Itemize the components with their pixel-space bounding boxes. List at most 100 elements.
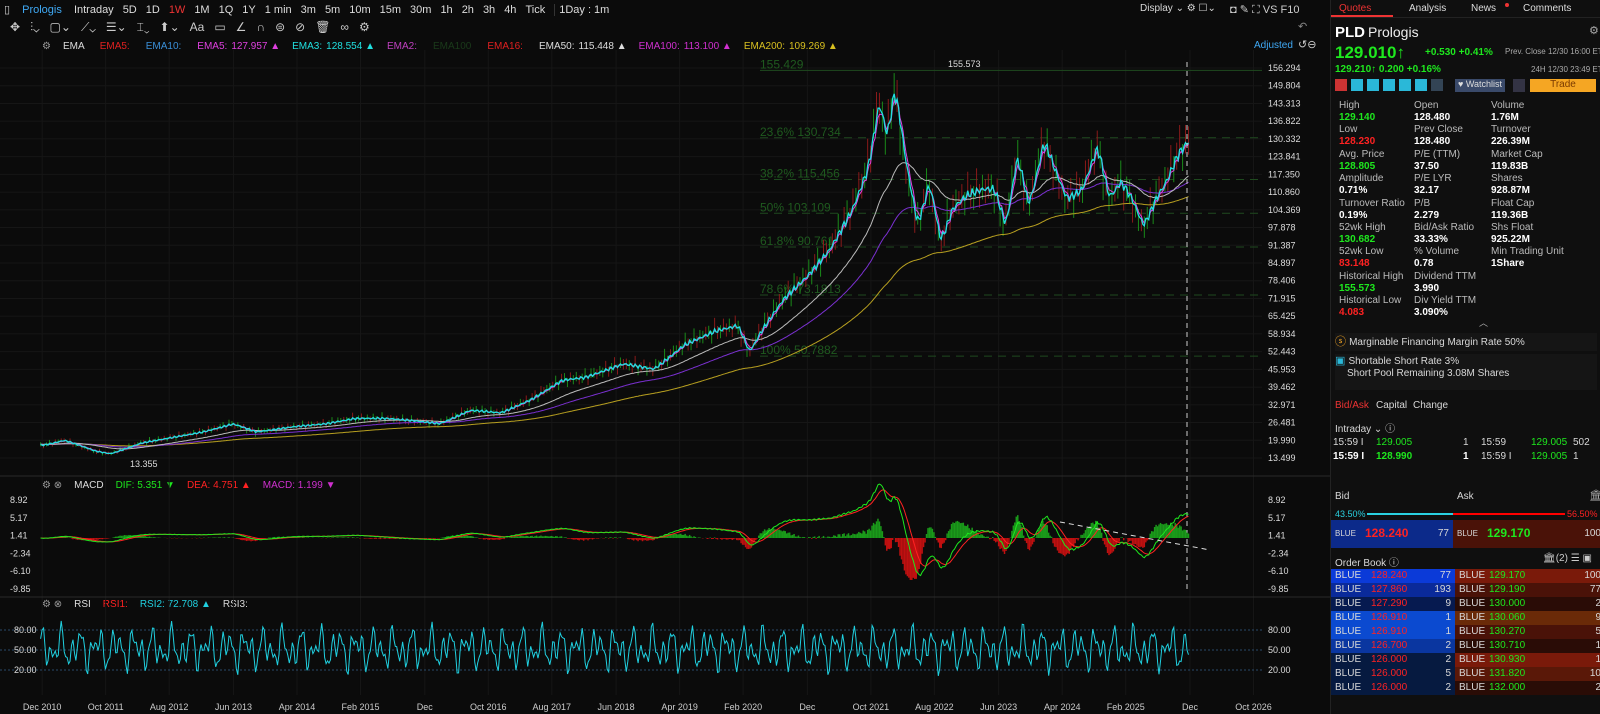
period-5m[interactable]: 5m: [324, 4, 341, 16]
path-tool-icon[interactable]: ⟋⌄: [80, 20, 96, 34]
fullscreen-icon[interactable]: ⛶: [1252, 4, 1260, 16]
best-bid-price: 128.240: [1365, 526, 1409, 540]
intraday-dropdown[interactable]: Intraday ⌄ ⓘ: [1335, 424, 1396, 435]
bid-ask-bar: [1367, 513, 1565, 515]
gear-icon[interactable]: ⚙: [42, 41, 51, 52]
lock-icon[interactable]: ⊜: [275, 20, 286, 34]
tab-comments[interactable]: Comments: [1523, 3, 1572, 14]
zoom-buttons[interactable]: ↺⊖: [1298, 39, 1317, 51]
period-intraday[interactable]: Intraday: [73, 4, 114, 16]
period-2h[interactable]: 2h: [461, 4, 474, 16]
tab-change[interactable]: Change: [1413, 400, 1449, 411]
period-1q[interactable]: 1Q: [218, 4, 234, 16]
symbol-title[interactable]: Prologis: [22, 4, 62, 16]
chat-icon[interactable]: [1383, 79, 1395, 91]
note-icon[interactable]: ▭: [214, 20, 226, 34]
margin-info[interactable]: ⓢ Marginable Financing Margin Rate 50%: [1335, 333, 1597, 351]
line-tool-icon[interactable]: ⫶⌄: [30, 20, 40, 34]
best-bid[interactable]: BLUE 128.240 77: [1331, 520, 1453, 548]
stat-label: 52wk High: [1339, 222, 1386, 233]
period-tick[interactable]: Tick: [525, 4, 546, 16]
tab-news[interactable]: News: [1471, 3, 1497, 14]
period-4h[interactable]: 4h: [504, 4, 517, 16]
order-book-row[interactable]: BLUE 126.910 1 BLUE 130.060 9: [1331, 611, 1600, 625]
short-info[interactable]: ▣ Shortable Short Rate 3% Short Pool Rema…: [1335, 354, 1597, 390]
f10-button[interactable]: F10: [1280, 4, 1300, 16]
feature-icon[interactable]: [1351, 79, 1363, 91]
period-1min[interactable]: 1 min: [264, 4, 292, 16]
price-tick: 130.332: [1268, 134, 1301, 144]
period-1w[interactable]: 1W: [168, 4, 186, 16]
order-book-row[interactable]: BLUE 126.700 2 BLUE 130.710 1: [1331, 639, 1600, 653]
tab-quotes[interactable]: Quotes: [1339, 3, 1372, 14]
link-icon[interactable]: ∞: [340, 20, 349, 34]
gear-icon[interactable]: ⚙: [1186, 3, 1196, 14]
price-tick: 156.294: [1268, 63, 1301, 73]
order-book-row[interactable]: BLUE 127.290 9 BLUE 130.000 2: [1331, 597, 1600, 611]
ema-name[interactable]: EMA: [62, 41, 85, 52]
period-30m[interactable]: 30m: [410, 4, 432, 16]
trade-button[interactable]: Trade: [1530, 79, 1596, 92]
text-tool-icon[interactable]: Aa: [189, 20, 205, 34]
period-1y[interactable]: 1Y: [242, 4, 256, 16]
alert-icon[interactable]: [1513, 79, 1525, 92]
order-book-row[interactable]: BLUE 127.860 193 BLUE 129.190 77: [1331, 583, 1600, 597]
trash-icon[interactable]: 🗑: [315, 20, 331, 34]
move-icon[interactable]: ✥: [10, 20, 21, 34]
measure-tool-icon[interactable]: ⌶⌄: [136, 20, 150, 34]
adjusted-button[interactable]: Adjusted: [1254, 40, 1293, 51]
doc-icon[interactable]: [1431, 79, 1443, 91]
period-5d[interactable]: 5D: [122, 4, 137, 16]
arrow-tool-icon[interactable]: ⬆⌄: [159, 20, 180, 34]
best-ask[interactable]: BLUE 129.170 100: [1453, 520, 1600, 548]
tab-analysis[interactable]: Analysis: [1409, 3, 1447, 14]
tab-bid-ask[interactable]: Bid/Ask: [1335, 400, 1369, 411]
fib-tool-icon[interactable]: ☰⌄: [105, 20, 127, 34]
collapse-icon[interactable]: ︿: [1479, 318, 1489, 328]
vs-button[interactable]: VS: [1262, 4, 1278, 16]
camera-icon[interactable]: ◘: [1230, 4, 1237, 16]
gear-icon[interactable]: ⚙ ⊗: [42, 480, 63, 491]
order-book-row[interactable]: BLUE 128.240 77 BLUE 129.170 100: [1331, 569, 1600, 583]
layout-icon[interactable]: ▯: [4, 4, 11, 16]
flag-icon[interactable]: [1335, 79, 1347, 91]
order-book-row[interactable]: BLUE 126.910 1 BLUE 130.270 5: [1331, 625, 1600, 639]
gear-icon[interactable]: ⚙ ⊗: [42, 599, 63, 610]
period-1d[interactable]: 1D: [145, 4, 160, 16]
broker-filter[interactable]: 🏛(2) ☰ ▣: [1543, 553, 1592, 564]
rsi-legend: ⚙ ⊗ RSI RSI1: RSI2: 72.708 ▲ RSI3:: [42, 598, 260, 610]
ema-label: EMA5:: [197, 41, 228, 52]
order-book-row[interactable]: BLUE 126.000 2 BLUE 132.000 2: [1331, 681, 1600, 695]
settings-icon[interactable]: ⚙: [1589, 25, 1599, 37]
pencil-icon[interactable]: ✎: [1239, 4, 1249, 16]
period-3m[interactable]: 3m: [300, 4, 316, 16]
tag-icon[interactable]: [1415, 79, 1427, 91]
rsi-name[interactable]: RSI: [74, 599, 91, 610]
bank-icon[interactable]: 🏛: [1589, 490, 1600, 502]
dollar-icon[interactable]: [1399, 79, 1411, 91]
price-chart[interactable]: 156.294 149.804 143.313 136.822 130.332 123.8…: [0, 0, 1330, 714]
bid-exchange: BLUE: [1335, 626, 1362, 637]
watchlist-button[interactable]: ♥ Watchlist: [1455, 79, 1506, 92]
angle-icon[interactable]: ∠: [235, 20, 247, 34]
period-1h[interactable]: 1h: [440, 4, 453, 16]
tick-cell: 15:59 I: [1481, 451, 1512, 462]
magnet-icon[interactable]: ∩: [256, 20, 266, 34]
stat-label: Historical High: [1339, 270, 1404, 282]
range-dropdown[interactable]: 1Day : 1m: [554, 4, 610, 16]
undo-icon[interactable]: ↶: [1298, 21, 1308, 33]
order-book-row[interactable]: BLUE 126.000 2 BLUE 130.930 1: [1331, 653, 1600, 667]
settings-icon[interactable]: ⚙: [358, 20, 370, 34]
24h-icon[interactable]: [1367, 79, 1379, 91]
period-3h[interactable]: 3h: [482, 4, 496, 16]
price-tick: 84.897: [1268, 258, 1296, 268]
display-menu[interactable]: Display ⌄ ⚙ ☐⌄: [1140, 3, 1216, 14]
tab-capital[interactable]: Capital: [1376, 400, 1408, 411]
hide-icon[interactable]: ⊘: [295, 20, 306, 34]
period-15m[interactable]: 15m: [379, 4, 402, 16]
period-1m[interactable]: 1M: [194, 4, 210, 16]
rect-tool-icon[interactable]: ▢⌄: [49, 20, 71, 34]
macd-name[interactable]: MACD: [74, 480, 104, 491]
order-book-row[interactable]: BLUE 126.000 5 BLUE 131.820 10: [1331, 667, 1600, 681]
period-10m[interactable]: 10m: [349, 4, 371, 16]
